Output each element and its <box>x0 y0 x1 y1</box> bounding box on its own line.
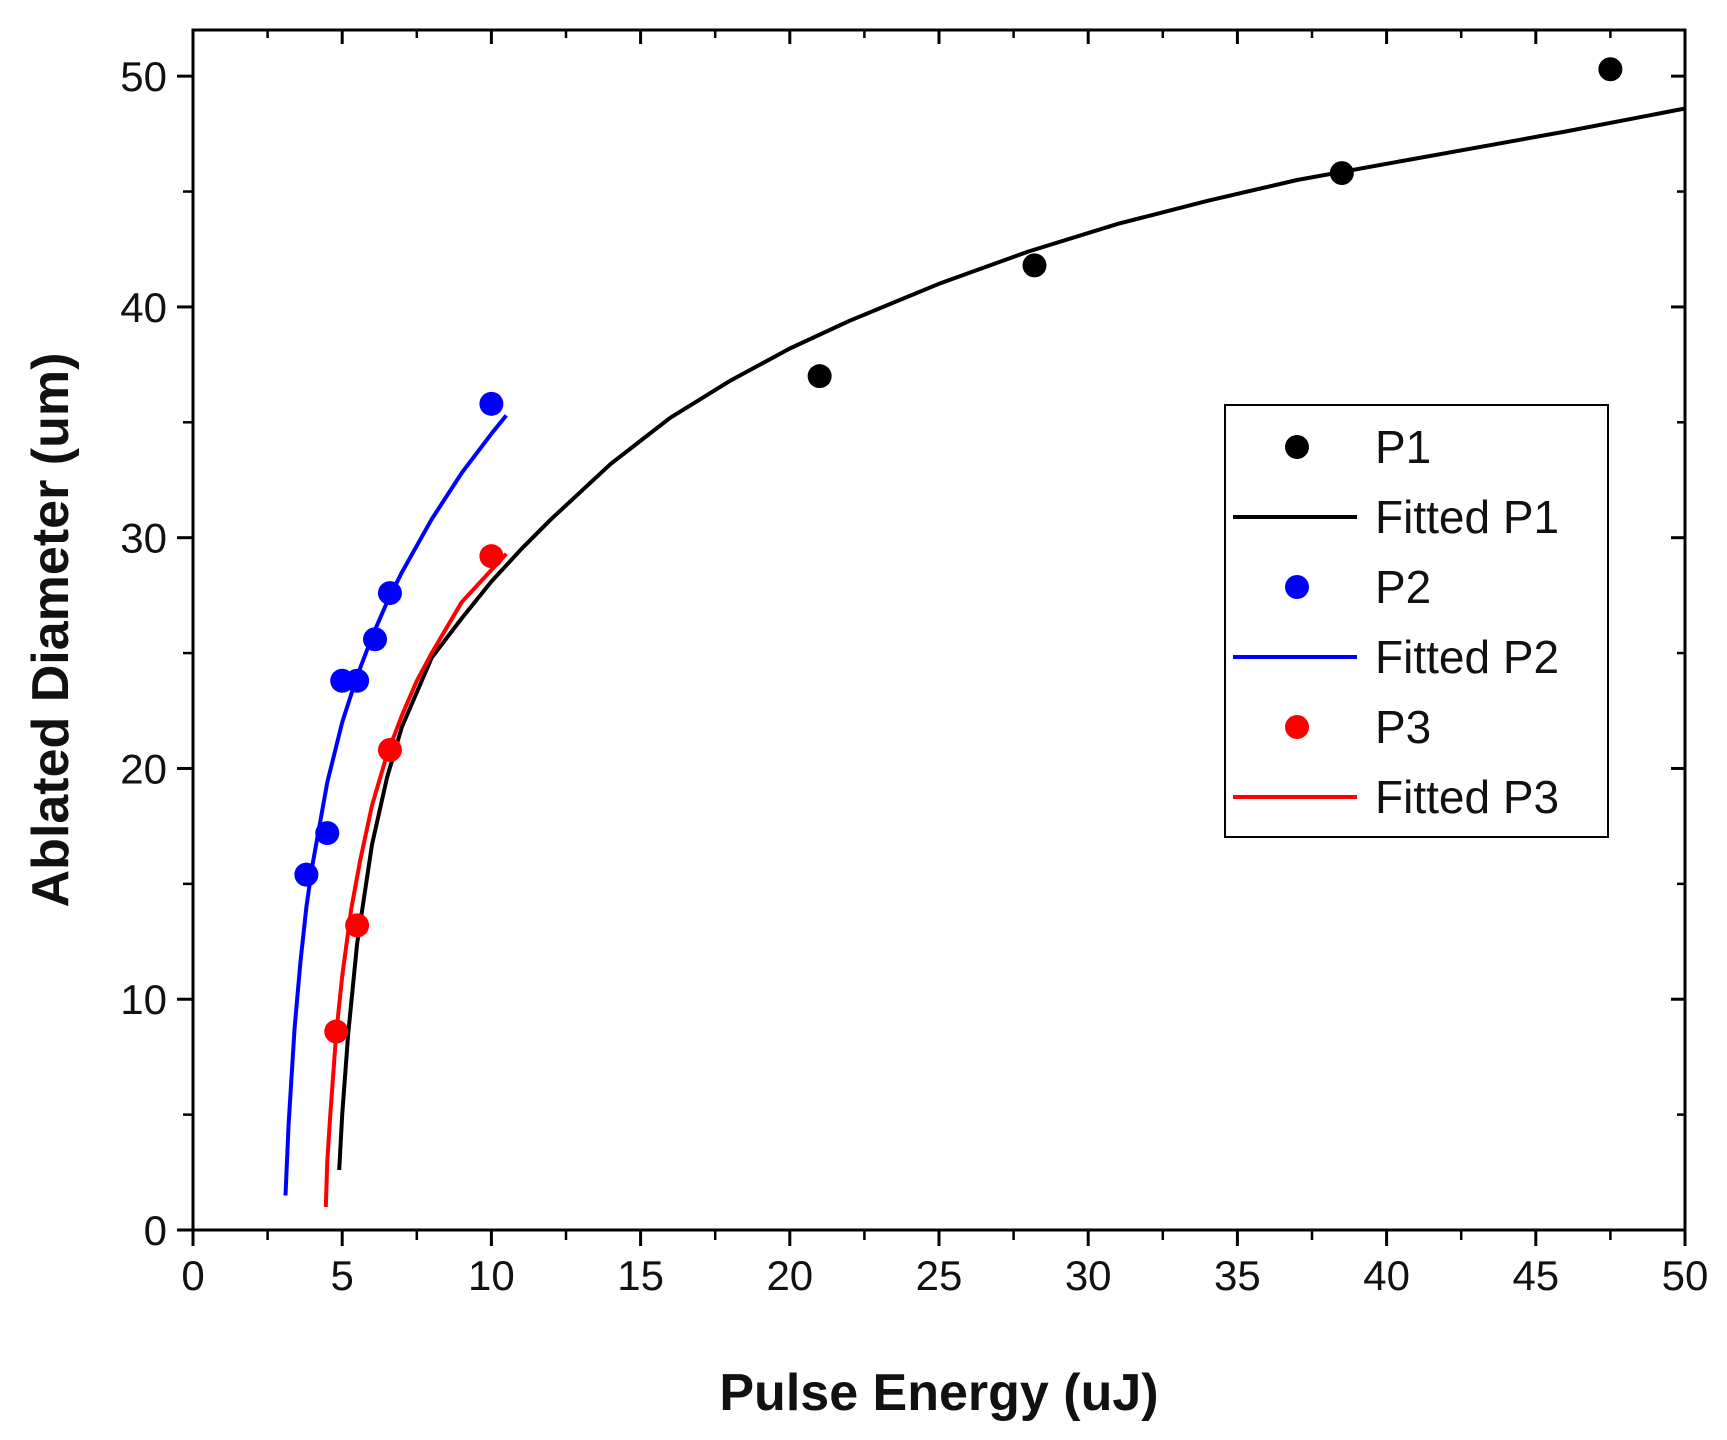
p2-point <box>345 668 370 693</box>
fitted-p2-line <box>283 414 508 1196</box>
p3-legend-label: P3 <box>1375 701 1431 753</box>
x-tick-label: 15 <box>617 1252 664 1299</box>
p2-legend-swatch <box>1285 575 1309 599</box>
p2-point <box>315 821 340 846</box>
y-tick-label: 30 <box>120 515 167 562</box>
p2-point <box>377 581 402 606</box>
x-tick-label: 35 <box>1214 1252 1261 1299</box>
plot-points <box>294 57 1623 1044</box>
y-tick-label: 10 <box>120 976 167 1023</box>
p1-point <box>1329 161 1354 186</box>
x-tick-label: 0 <box>181 1252 204 1299</box>
x-tick-label: 20 <box>766 1252 813 1299</box>
y-axis-title: Ablated Diameter (um) <box>22 353 80 908</box>
p1-point <box>807 364 832 389</box>
p3-point <box>479 544 504 569</box>
p3-point <box>377 738 402 762</box>
x-tick-label: 25 <box>916 1252 963 1299</box>
x-axis-title: Pulse Energy (uJ) <box>719 1364 1158 1422</box>
x-tick-label: 50 <box>1662 1252 1709 1299</box>
p1-point <box>1022 253 1047 278</box>
legend: P1 Fitted P1 P2 Fitted P2 P3 Fitted P3 <box>1224 404 1609 838</box>
p1-point <box>1598 57 1623 82</box>
x-tick-label: 40 <box>1363 1252 1410 1299</box>
p3-point <box>324 1019 349 1044</box>
fitted-p1-legend-label: Fitted P1 <box>1375 491 1559 543</box>
x-axis-ticks: 0 5 10 15 20 25 30 35 40 45 50 <box>181 30 1708 1299</box>
legend-box <box>1224 404 1609 838</box>
x-tick-label: 5 <box>331 1252 354 1299</box>
p2-point <box>479 391 504 416</box>
p1-legend-swatch <box>1285 435 1309 459</box>
plot-lines <box>283 106 1686 1207</box>
p2-point <box>363 627 388 652</box>
p3-point <box>345 913 370 938</box>
y-tick-label: 50 <box>120 53 167 100</box>
y-axis-ticks: 0 10 20 30 40 50 <box>120 53 1685 1254</box>
y-tick-label: 0 <box>144 1207 167 1254</box>
y-tick-label: 20 <box>120 745 167 792</box>
fitted-p3-legend-label: Fitted P3 <box>1375 771 1559 823</box>
p3-legend-swatch <box>1285 715 1309 739</box>
fitted-p3-line <box>323 552 508 1207</box>
y-tick-label: 40 <box>120 284 167 331</box>
p2-legend-label: P2 <box>1375 561 1431 613</box>
p1-legend-label: P1 <box>1375 421 1431 473</box>
x-tick-label: 45 <box>1512 1252 1559 1299</box>
x-tick-label: 10 <box>468 1252 515 1299</box>
x-tick-label: 30 <box>1065 1252 1112 1299</box>
fitted-p1-line <box>337 106 1686 1171</box>
p2-point <box>294 862 319 887</box>
fitted-p2-legend-label: Fitted P2 <box>1375 631 1559 683</box>
